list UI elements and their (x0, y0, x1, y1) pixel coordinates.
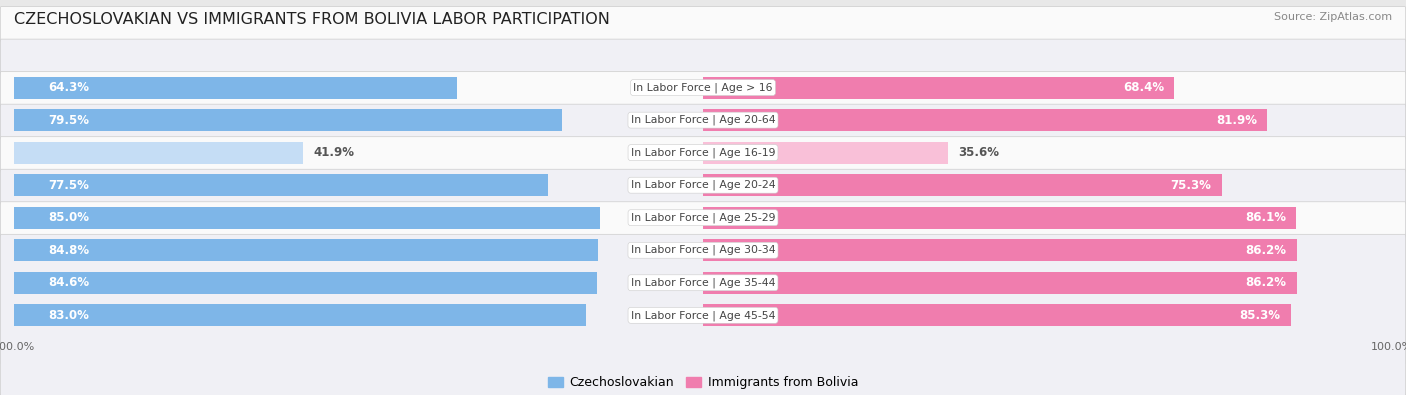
Bar (14, 272, 598, 294)
Text: 64.3%: 64.3% (48, 81, 90, 94)
Text: 85.0%: 85.0% (48, 211, 90, 224)
Bar (703, 304, 1291, 326)
FancyBboxPatch shape (0, 137, 1406, 299)
Text: 86.2%: 86.2% (1246, 244, 1286, 257)
FancyBboxPatch shape (0, 104, 1406, 266)
Bar (703, 141, 948, 164)
Text: In Labor Force | Age 20-24: In Labor Force | Age 20-24 (631, 180, 775, 190)
Text: 81.9%: 81.9% (1216, 114, 1257, 127)
Bar (14, 109, 562, 131)
Text: 86.2%: 86.2% (1246, 276, 1286, 289)
Text: In Labor Force | Age 35-44: In Labor Force | Age 35-44 (631, 278, 775, 288)
Text: In Labor Force | Age 16-19: In Labor Force | Age 16-19 (631, 147, 775, 158)
FancyBboxPatch shape (0, 71, 1406, 234)
Bar (703, 77, 1174, 99)
Text: In Labor Force | Age 30-34: In Labor Force | Age 30-34 (631, 245, 775, 256)
Text: In Labor Force | Age 20-64: In Labor Force | Age 20-64 (631, 115, 775, 125)
Bar (14, 141, 302, 164)
FancyBboxPatch shape (0, 39, 1406, 201)
Bar (703, 174, 1222, 196)
FancyBboxPatch shape (0, 169, 1406, 331)
Text: 84.8%: 84.8% (48, 244, 90, 257)
Bar (14, 207, 599, 229)
Legend: Czechoslovakian, Immigrants from Bolivia: Czechoslovakian, Immigrants from Bolivia (543, 371, 863, 394)
Text: 41.9%: 41.9% (314, 146, 354, 159)
Bar (14, 304, 586, 326)
Bar (14, 174, 548, 196)
FancyBboxPatch shape (0, 234, 1406, 395)
Text: Source: ZipAtlas.com: Source: ZipAtlas.com (1274, 12, 1392, 22)
Text: 79.5%: 79.5% (48, 114, 90, 127)
Text: 68.4%: 68.4% (1123, 81, 1164, 94)
Bar (703, 239, 1296, 261)
FancyBboxPatch shape (0, 202, 1406, 364)
Text: 85.3%: 85.3% (1239, 309, 1281, 322)
Text: 75.3%: 75.3% (1171, 179, 1212, 192)
Bar (14, 77, 457, 99)
Text: 35.6%: 35.6% (959, 146, 1000, 159)
Text: 83.0%: 83.0% (48, 309, 90, 322)
Text: 86.1%: 86.1% (1244, 211, 1286, 224)
Text: 77.5%: 77.5% (48, 179, 90, 192)
Bar (703, 207, 1296, 229)
Text: In Labor Force | Age > 16: In Labor Force | Age > 16 (633, 82, 773, 93)
Text: 84.6%: 84.6% (48, 276, 90, 289)
Bar (14, 239, 599, 261)
Bar (703, 109, 1267, 131)
FancyBboxPatch shape (0, 7, 1406, 169)
Text: In Labor Force | Age 25-29: In Labor Force | Age 25-29 (631, 213, 775, 223)
Text: In Labor Force | Age 45-54: In Labor Force | Age 45-54 (631, 310, 775, 321)
Text: CZECHOSLOVAKIAN VS IMMIGRANTS FROM BOLIVIA LABOR PARTICIPATION: CZECHOSLOVAKIAN VS IMMIGRANTS FROM BOLIV… (14, 12, 610, 27)
Bar (703, 272, 1296, 294)
